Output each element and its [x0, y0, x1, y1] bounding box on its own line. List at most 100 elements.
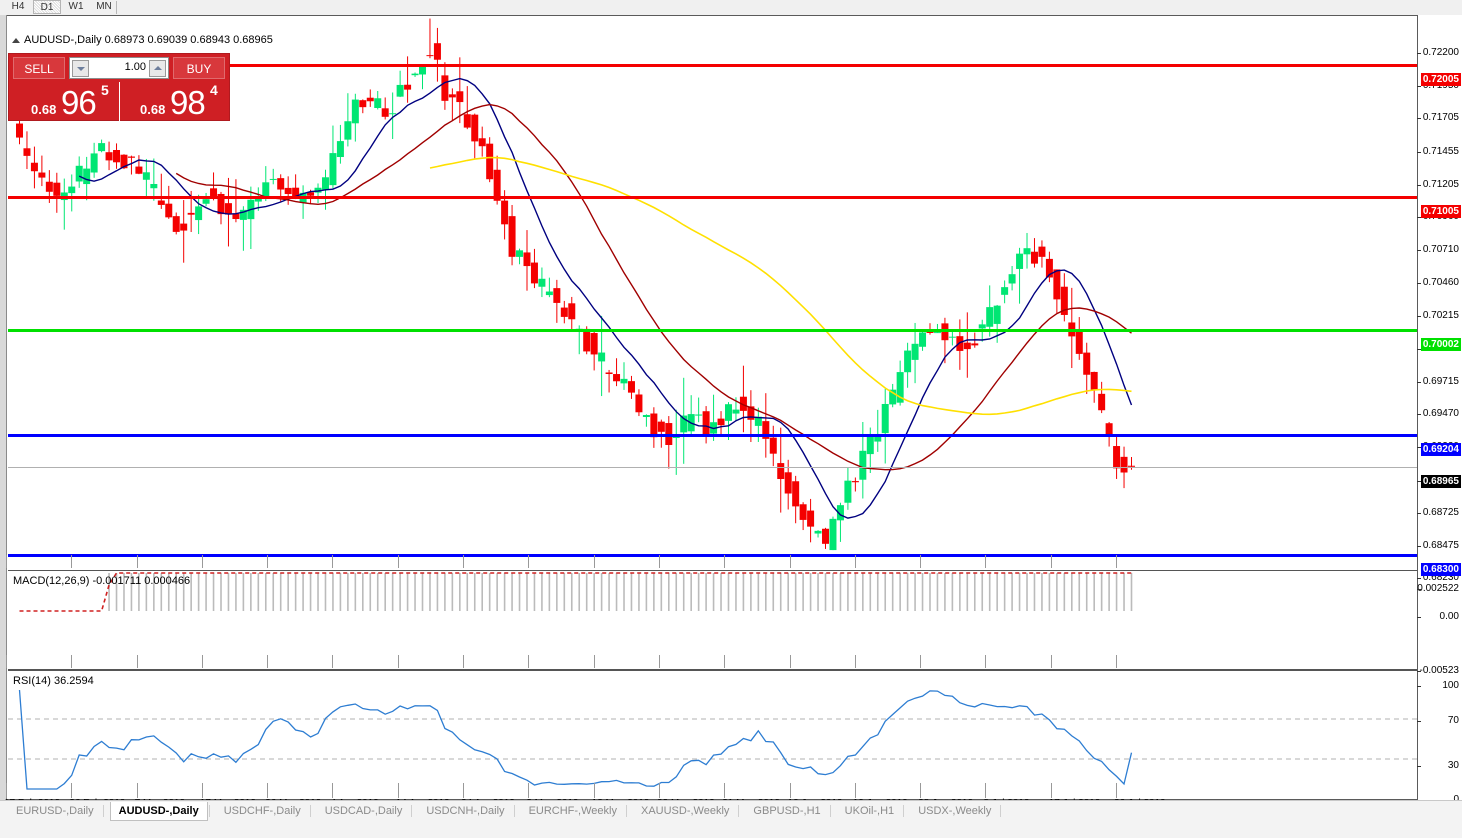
- chart-tab-eurchfweekly[interactable]: EURCHF-,Weekly: [528, 805, 617, 817]
- price-tick: [1417, 512, 1421, 514]
- one-click-trading-panel[interactable]: SELL 1.00 BUY 0.68 96 5 0.68 98 4: [8, 53, 231, 122]
- volume-value[interactable]: 1.00: [124, 61, 146, 73]
- timeframe-button-h4[interactable]: H4: [11, 1, 25, 12]
- price-pane[interactable]: [8, 16, 1417, 568]
- chart-tab-usdcnhdaily[interactable]: USDCNH-,Daily: [426, 805, 505, 817]
- price-level-badge-support[interactable]: 0.68300: [1420, 562, 1461, 576]
- price-axis-label: 0.71705: [1422, 112, 1459, 124]
- sell-price-display[interactable]: 0.68 96 5: [9, 82, 120, 122]
- rsi-pane[interactable]: RSI(14) 36.2594: [8, 670, 1417, 799]
- price-axis-label: 0.71205: [1422, 178, 1459, 190]
- chart-tab-usdcaddaily[interactable]: USDCAD-,Daily: [324, 805, 403, 817]
- chart-scrollbar[interactable]: [0, 15, 7, 800]
- date-tick: [789, 783, 791, 798]
- chart-tab-usdxweekly[interactable]: USDX-,Weekly: [918, 805, 992, 817]
- price-tick: [1417, 447, 1421, 449]
- chart-tab-eurusddaily[interactable]: EURUSD-,Daily: [16, 805, 94, 817]
- price-level-line-support[interactable]: [8, 553, 1417, 557]
- price-level-badge-resistance[interactable]: 0.72005: [1420, 72, 1461, 86]
- rsi-tick: [1417, 721, 1421, 722]
- timeframe-button-d1[interactable]: D1: [33, 0, 61, 14]
- volume-decrease-button[interactable]: [72, 60, 89, 77]
- date-tick: [658, 655, 660, 668]
- chevron-down-icon: [77, 67, 85, 71]
- chart-tab-audusddaily[interactable]: AUDUSD-,Daily: [109, 802, 208, 821]
- price-tick: [1417, 578, 1421, 579]
- date-tick: [658, 783, 660, 798]
- chart-tab-ukoilh1[interactable]: UKOil-,H1: [844, 805, 895, 817]
- price-axis-label: 0.69470: [1422, 408, 1459, 420]
- price-axis-label: 0.71455: [1422, 145, 1459, 157]
- price-axis[interactable]: 0.722000.719500.717050.714550.712050.709…: [1417, 15, 1462, 805]
- chart-tab-gbpusdh1[interactable]: GBPUSD-,H1: [753, 805, 821, 817]
- price-tick: [1417, 86, 1421, 88]
- buy-price-display[interactable]: 0.68 98 4: [120, 82, 231, 122]
- date-tick: [658, 555, 660, 568]
- price-level-badge-support[interactable]: 0.69204: [1420, 443, 1461, 457]
- macd-axis-label: 0.00: [1439, 611, 1459, 622]
- price-level-line-resistance[interactable]: [8, 196, 1417, 200]
- macd-pane[interactable]: MACD(12,26,9) -0.001711 0.000466: [8, 570, 1417, 670]
- tab-separator: [903, 805, 905, 817]
- date-tick: [201, 555, 203, 568]
- price-level-badge-resistance[interactable]: 0.71005: [1420, 205, 1461, 219]
- timeframe-button-w1[interactable]: W1: [68, 1, 84, 12]
- chart-tab-xauusdweekly[interactable]: XAUUSD-,Weekly: [640, 805, 730, 817]
- rsi-plot: [8, 689, 1417, 790]
- date-tick: [201, 783, 203, 798]
- buy-button[interactable]: BUY: [173, 57, 225, 79]
- date-tick: [136, 555, 138, 568]
- volume-increase-button[interactable]: [149, 60, 166, 77]
- date-tick: [724, 655, 726, 668]
- macd-title: MACD(12,26,9) -0.001711 0.000466: [13, 575, 191, 587]
- date-tick: [136, 783, 138, 798]
- date-tick: [528, 555, 530, 568]
- sell-price-fraction: 5: [101, 82, 109, 98]
- timeframe-button-mn[interactable]: MN: [96, 1, 112, 12]
- date-tick: [397, 555, 399, 568]
- price-tick: [1417, 53, 1421, 54]
- date-tick: [920, 555, 922, 568]
- rsi-axis-label: 0: [1453, 794, 1459, 805]
- macd-tick: [1417, 589, 1421, 590]
- price-level-badge-pivot[interactable]: 0.70002: [1420, 337, 1461, 351]
- price-axis-label: 0.68230: [1422, 572, 1459, 583]
- date-tick: [854, 655, 856, 668]
- buy-price-prefix: 0.68: [140, 102, 166, 117]
- rsi-tick: [1417, 686, 1421, 687]
- date-tick: [463, 655, 465, 668]
- tab-separator: [102, 805, 104, 817]
- macd-axis-label: 0.002522: [1417, 583, 1459, 594]
- price-tick: [1417, 414, 1421, 416]
- chart-tab-usdchfdaily[interactable]: USDCHF-,Daily: [223, 805, 301, 817]
- date-tick: [593, 555, 595, 568]
- price-level-line-current-price[interactable]: [8, 466, 1417, 468]
- buy-price-big: 98: [170, 84, 206, 121]
- date-tick: [528, 783, 530, 798]
- date-tick: [985, 655, 987, 668]
- collapse-triangle-icon[interactable]: [12, 37, 20, 43]
- date-tick: [1050, 783, 1052, 798]
- date-tick: [1116, 555, 1117, 568]
- price-level-line-pivot[interactable]: [8, 328, 1417, 332]
- price-level-line-resistance[interactable]: [8, 63, 1417, 67]
- price-level-line-support[interactable]: [8, 434, 1417, 438]
- date-tick: [789, 555, 791, 568]
- price-tick: [1417, 216, 1421, 218]
- date-tick: [724, 555, 726, 568]
- date-tick: [1116, 783, 1117, 798]
- date-tick: [71, 655, 73, 668]
- chart-area: AUDUSD-,Daily 0.68973 0.69039 0.68943 0.…: [0, 15, 1462, 809]
- sell-button[interactable]: SELL: [13, 57, 65, 79]
- price-tick: [1417, 151, 1421, 153]
- date-tick: [6, 655, 7, 668]
- candlestick-plot: [16, 18, 1135, 551]
- chart-title: AUDUSD-,Daily 0.68973 0.69039 0.68943 0.…: [12, 34, 273, 46]
- timeframe-toolbar: H4 D1 W1 MN: [0, 0, 1462, 16]
- rsi-axis-label: 30: [1447, 760, 1459, 771]
- tab-separator: [513, 805, 515, 817]
- volume-stepper[interactable]: 1.00: [69, 57, 169, 79]
- date-tick: [528, 655, 530, 668]
- date-tick: [463, 783, 465, 798]
- price-level-badge-current-price[interactable]: 0.68965: [1420, 474, 1461, 488]
